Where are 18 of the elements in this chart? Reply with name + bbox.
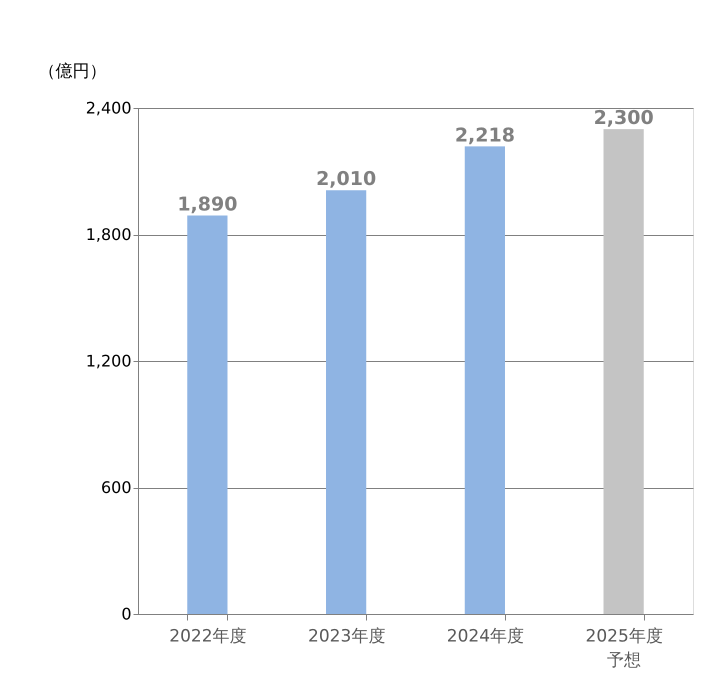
- x-tick-label: 2023年度: [308, 626, 386, 646]
- y-axis-title: （億円）: [38, 62, 106, 82]
- y-tick-label: 0: [121, 604, 132, 624]
- x-tick-label: 2025年度予想: [585, 626, 663, 670]
- y-tick-label: 1,800: [86, 225, 132, 244]
- data-label: 1,890: [177, 194, 238, 216]
- bar: [187, 216, 228, 614]
- bar: [604, 129, 644, 614]
- data-label: 2,300: [594, 107, 654, 130]
- x-tick-label: 2024年度: [446, 626, 524, 646]
- y-tick-label: 2,400: [86, 98, 132, 118]
- bar: [464, 146, 505, 614]
- y-tick-label: 1,200: [86, 352, 132, 370]
- data-label: 2,218: [454, 124, 515, 146]
- x-tick-label: 2022年度: [169, 626, 247, 646]
- data-label: 2,010: [316, 168, 376, 190]
- y-tick-label: 600: [100, 478, 132, 497]
- bar: [326, 190, 366, 614]
